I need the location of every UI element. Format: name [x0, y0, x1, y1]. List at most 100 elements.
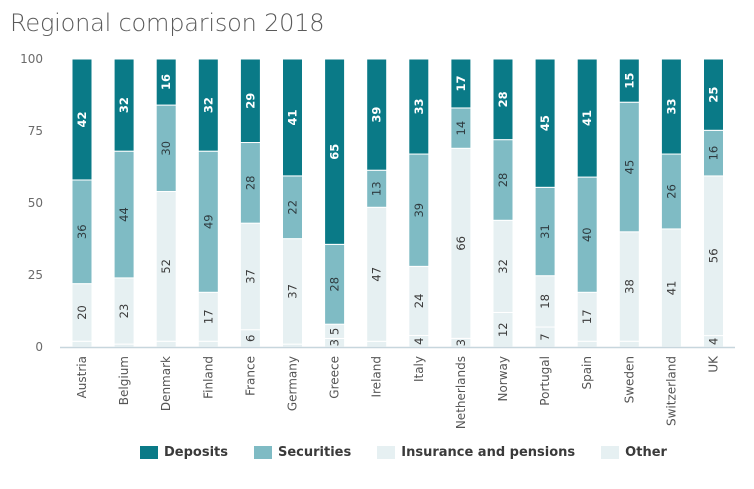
bar-segment-deposits: [450, 58, 472, 109]
legend-swatch: [377, 446, 396, 459]
legend-swatch: [140, 446, 158, 459]
data-label: 30: [159, 141, 173, 156]
data-label: 33: [664, 99, 678, 115]
data-label: 28: [328, 277, 342, 292]
bar-group-italy: 4 24 39 33: [408, 58, 430, 348]
bar-group-netherlands: 3 66 14 17: [450, 58, 472, 348]
y-axis: 0 25 50 75 100: [20, 52, 43, 354]
legend: Deposits Securities Insurance and pensions…: [140, 445, 693, 460]
data-label: 31: [538, 224, 552, 239]
data-label: 12: [496, 322, 510, 337]
data-label: 40: [580, 227, 594, 242]
data-label: 28: [496, 173, 510, 188]
data-label: 26: [664, 184, 678, 199]
bar-group-sweden: 38 45 15: [618, 58, 640, 348]
data-label: 37: [243, 269, 257, 284]
bar-group-spain: 17 40 41: [576, 58, 598, 348]
x-tick-label: Portugal: [538, 356, 552, 406]
x-tick-label: Netherlands: [454, 356, 468, 429]
data-label: 41: [580, 110, 594, 126]
legend-item-other: Other: [601, 445, 667, 460]
data-label: 17: [454, 75, 468, 91]
bar-segment-deposits: [113, 58, 135, 152]
data-label: 65: [328, 144, 342, 160]
bar-group-norway: 12 32 28 28: [492, 58, 514, 348]
x-tick-label: Belgium: [117, 356, 131, 405]
data-label: 45: [622, 160, 636, 175]
data-label: 39: [412, 203, 426, 218]
y-tick-label: 100: [20, 52, 43, 66]
data-label: 17: [201, 309, 215, 324]
data-label: 14: [454, 121, 468, 136]
data-label: 5: [328, 328, 342, 335]
bar-group-germany: 37 22 41: [282, 58, 303, 348]
data-label: 7: [538, 333, 552, 340]
bar-group-greece: 3 5 28 65: [324, 58, 346, 348]
y-tick-label: 25: [28, 268, 43, 282]
bar-segment-deposits: [366, 58, 388, 171]
data-label: 25: [707, 87, 721, 103]
data-label: 41: [664, 281, 678, 296]
data-label: 32: [496, 259, 510, 274]
legend-item-deposits: Deposits: [140, 445, 228, 460]
x-tick-label: Italy: [412, 356, 426, 382]
x-tick-label: Finland: [201, 356, 215, 399]
data-label: 49: [201, 214, 215, 229]
data-label: 29: [243, 93, 257, 109]
x-tick-label: Sweden: [622, 356, 636, 403]
legend-label: Other: [625, 445, 667, 460]
x-axis-labels: Austria Belgium Denmark Finland France German…: [75, 355, 721, 429]
y-tick-label: 0: [35, 340, 43, 354]
bar-segment-deposits: [534, 58, 556, 188]
bar-segment-deposits: [197, 58, 219, 152]
data-label: 52: [159, 259, 173, 274]
bar-group-switzerland: 41 26 33: [660, 58, 682, 348]
bar-group-austria: 20 36 42: [71, 58, 93, 348]
x-tick-label: Austria: [75, 356, 89, 398]
x-tick-label: Switzerland: [664, 356, 678, 426]
data-label: 28: [243, 176, 257, 191]
bar-segment-other: [155, 340, 177, 348]
data-label: 4: [412, 338, 426, 345]
data-label: 47: [370, 267, 384, 282]
bar-segment-other: [576, 340, 598, 348]
bar-segment-deposits: [324, 58, 346, 245]
legend-label: Insurance and pensions: [401, 445, 576, 460]
data-label: 4: [707, 338, 721, 345]
legend-item-securities: Securities: [254, 445, 351, 460]
bar-group-ireland: 47 13 39: [366, 58, 388, 348]
data-label: 56: [707, 248, 721, 263]
bar-segment-deposits: [155, 58, 177, 106]
data-label: 37: [286, 284, 300, 299]
legend-swatch: [601, 446, 620, 459]
bar-segment-deposits: [576, 58, 598, 178]
data-label: 28: [496, 91, 510, 107]
bar-segment-deposits: [282, 58, 303, 177]
data-label: 15: [622, 73, 636, 89]
bar-segment-deposits: [618, 58, 640, 103]
bars: 2036422344325230161749326372829372241352…: [71, 58, 724, 348]
x-tick-label: Spain: [580, 356, 594, 390]
legend-label: Deposits: [164, 445, 228, 460]
data-label: 24: [412, 294, 426, 309]
chart-title: Regional comparison 2018: [10, 9, 325, 37]
bar-segment-deposits: [71, 58, 93, 181]
data-label: 44: [117, 207, 131, 222]
y-tick-label: 75: [28, 124, 43, 138]
data-label: 32: [201, 97, 215, 113]
data-label: 66: [454, 236, 468, 251]
bar-group-belgium: 23 44 32: [113, 58, 135, 348]
y-tick-label: 50: [28, 196, 43, 210]
x-tick-label: Ireland: [370, 356, 384, 398]
legend-label: Securities: [278, 445, 352, 460]
bar-group-france: 6 37 28 29: [239, 58, 261, 348]
bar-segment-other: [197, 340, 219, 348]
data-label: 6: [243, 335, 257, 342]
bar-group-portugal: 7 18 31 45: [534, 58, 556, 348]
data-label: 23: [117, 304, 131, 319]
bar-group-uk: 4 56 16 25: [703, 58, 724, 348]
bar-segment-other: [366, 340, 388, 348]
bar-segment-deposits: [492, 58, 514, 141]
bar-group-denmark: 52 30 16: [155, 58, 177, 348]
legend-item-insurance-and-pensions: Insurance and pensions: [377, 445, 575, 460]
